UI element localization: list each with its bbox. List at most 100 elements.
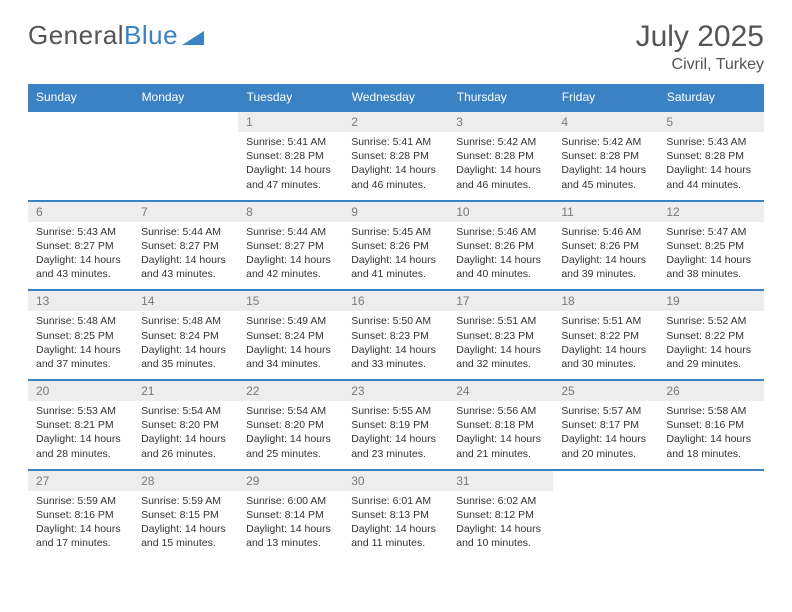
sunset-text: Sunset: 8:20 PM bbox=[141, 418, 230, 432]
daylight-text-1: Daylight: 14 hours bbox=[561, 343, 650, 357]
day-number: 31 bbox=[448, 471, 553, 491]
sunset-text: Sunset: 8:22 PM bbox=[561, 329, 650, 343]
daylight-text-2: and 33 minutes. bbox=[351, 357, 440, 371]
sunset-text: Sunset: 8:28 PM bbox=[561, 149, 650, 163]
logo-text-1: General bbox=[28, 20, 124, 51]
sunrise-text: Sunrise: 6:02 AM bbox=[456, 494, 545, 508]
daylight-text-1: Daylight: 14 hours bbox=[141, 343, 230, 357]
day-number: 14 bbox=[133, 291, 238, 311]
calendar-cell: 18Sunrise: 5:51 AMSunset: 8:22 PMDayligh… bbox=[553, 290, 658, 380]
calendar-cell: 10Sunrise: 5:46 AMSunset: 8:26 PMDayligh… bbox=[448, 201, 553, 291]
calendar-row: 27Sunrise: 5:59 AMSunset: 8:16 PMDayligh… bbox=[28, 470, 764, 559]
weekday-header: Thursday bbox=[448, 84, 553, 111]
day-info: Sunrise: 5:54 AMSunset: 8:20 PMDaylight:… bbox=[133, 401, 238, 469]
sunrise-text: Sunrise: 5:51 AM bbox=[456, 314, 545, 328]
calendar-row: 6Sunrise: 5:43 AMSunset: 8:27 PMDaylight… bbox=[28, 201, 764, 291]
day-info: Sunrise: 5:46 AMSunset: 8:26 PMDaylight:… bbox=[448, 222, 553, 290]
sunset-text: Sunset: 8:24 PM bbox=[246, 329, 335, 343]
day-number: 11 bbox=[553, 202, 658, 222]
header: GeneralBlue July 2025 Civril, Turkey bbox=[28, 20, 764, 74]
sunrise-text: Sunrise: 5:58 AM bbox=[666, 404, 755, 418]
calendar-cell: 26Sunrise: 5:58 AMSunset: 8:16 PMDayligh… bbox=[658, 380, 763, 470]
calendar-cell: 25Sunrise: 5:57 AMSunset: 8:17 PMDayligh… bbox=[553, 380, 658, 470]
sunrise-text: Sunrise: 5:56 AM bbox=[456, 404, 545, 418]
day-number: 27 bbox=[28, 471, 133, 491]
daylight-text-2: and 43 minutes. bbox=[36, 267, 125, 281]
day-number: 1 bbox=[238, 112, 343, 132]
sunset-text: Sunset: 8:27 PM bbox=[246, 239, 335, 253]
day-info: Sunrise: 5:59 AMSunset: 8:16 PMDaylight:… bbox=[28, 491, 133, 559]
sunrise-text: Sunrise: 5:59 AM bbox=[36, 494, 125, 508]
sunrise-text: Sunrise: 5:43 AM bbox=[36, 225, 125, 239]
daylight-text-2: and 29 minutes. bbox=[666, 357, 755, 371]
calendar-cell: 15Sunrise: 5:49 AMSunset: 8:24 PMDayligh… bbox=[238, 290, 343, 380]
daylight-text-1: Daylight: 14 hours bbox=[666, 163, 755, 177]
daylight-text-2: and 23 minutes. bbox=[351, 447, 440, 461]
day-info: Sunrise: 5:41 AMSunset: 8:28 PMDaylight:… bbox=[238, 132, 343, 200]
sunset-text: Sunset: 8:16 PM bbox=[666, 418, 755, 432]
sunrise-text: Sunrise: 5:48 AM bbox=[36, 314, 125, 328]
day-info: Sunrise: 5:42 AMSunset: 8:28 PMDaylight:… bbox=[553, 132, 658, 200]
day-number: 6 bbox=[28, 202, 133, 222]
sunrise-text: Sunrise: 5:44 AM bbox=[141, 225, 230, 239]
title-block: July 2025 Civril, Turkey bbox=[636, 20, 764, 74]
calendar-cell: 30Sunrise: 6:01 AMSunset: 8:13 PMDayligh… bbox=[343, 470, 448, 559]
daylight-text-2: and 17 minutes. bbox=[36, 536, 125, 550]
daylight-text-2: and 18 minutes. bbox=[666, 447, 755, 461]
daylight-text-1: Daylight: 14 hours bbox=[246, 432, 335, 446]
daylight-text-1: Daylight: 14 hours bbox=[141, 253, 230, 267]
day-info: Sunrise: 5:55 AMSunset: 8:19 PMDaylight:… bbox=[343, 401, 448, 469]
sunset-text: Sunset: 8:21 PM bbox=[36, 418, 125, 432]
daylight-text-1: Daylight: 14 hours bbox=[456, 163, 545, 177]
sunset-text: Sunset: 8:14 PM bbox=[246, 508, 335, 522]
daylight-text-1: Daylight: 14 hours bbox=[36, 522, 125, 536]
calendar-row: ..........1Sunrise: 5:41 AMSunset: 8:28 … bbox=[28, 111, 764, 201]
day-info: Sunrise: 5:54 AMSunset: 8:20 PMDaylight:… bbox=[238, 401, 343, 469]
calendar-table: Sunday Monday Tuesday Wednesday Thursday… bbox=[28, 84, 764, 558]
day-info: Sunrise: 5:48 AMSunset: 8:24 PMDaylight:… bbox=[133, 311, 238, 379]
sunset-text: Sunset: 8:23 PM bbox=[351, 329, 440, 343]
calendar-cell: 12Sunrise: 5:47 AMSunset: 8:25 PMDayligh… bbox=[658, 201, 763, 291]
day-info: Sunrise: 5:43 AMSunset: 8:27 PMDaylight:… bbox=[28, 222, 133, 290]
weekday-header: Wednesday bbox=[343, 84, 448, 111]
day-info: Sunrise: 5:43 AMSunset: 8:28 PMDaylight:… bbox=[658, 132, 763, 200]
sunrise-text: Sunrise: 5:41 AM bbox=[351, 135, 440, 149]
calendar-cell: ..... bbox=[658, 470, 763, 559]
day-info: Sunrise: 5:56 AMSunset: 8:18 PMDaylight:… bbox=[448, 401, 553, 469]
daylight-text-2: and 47 minutes. bbox=[246, 178, 335, 192]
day-info: Sunrise: 5:58 AMSunset: 8:16 PMDaylight:… bbox=[658, 401, 763, 469]
sunrise-text: Sunrise: 5:45 AM bbox=[351, 225, 440, 239]
daylight-text-1: Daylight: 14 hours bbox=[141, 432, 230, 446]
sunrise-text: Sunrise: 5:46 AM bbox=[561, 225, 650, 239]
daylight-text-1: Daylight: 14 hours bbox=[246, 253, 335, 267]
daylight-text-1: Daylight: 14 hours bbox=[36, 343, 125, 357]
calendar-cell: 22Sunrise: 5:54 AMSunset: 8:20 PMDayligh… bbox=[238, 380, 343, 470]
daylight-text-1: Daylight: 14 hours bbox=[141, 522, 230, 536]
sunrise-text: Sunrise: 5:43 AM bbox=[666, 135, 755, 149]
sunrise-text: Sunrise: 5:50 AM bbox=[351, 314, 440, 328]
calendar-cell: 16Sunrise: 5:50 AMSunset: 8:23 PMDayligh… bbox=[343, 290, 448, 380]
daylight-text-1: Daylight: 14 hours bbox=[351, 432, 440, 446]
sunrise-text: Sunrise: 5:49 AM bbox=[246, 314, 335, 328]
calendar-cell: ..... bbox=[553, 470, 658, 559]
sunset-text: Sunset: 8:27 PM bbox=[141, 239, 230, 253]
daylight-text-1: Daylight: 14 hours bbox=[246, 343, 335, 357]
day-number: 24 bbox=[448, 381, 553, 401]
day-info: Sunrise: 6:01 AMSunset: 8:13 PMDaylight:… bbox=[343, 491, 448, 559]
daylight-text-1: Daylight: 14 hours bbox=[351, 253, 440, 267]
calendar-cell: 6Sunrise: 5:43 AMSunset: 8:27 PMDaylight… bbox=[28, 201, 133, 291]
day-number: 21 bbox=[133, 381, 238, 401]
daylight-text-1: Daylight: 14 hours bbox=[561, 163, 650, 177]
calendar-cell: 19Sunrise: 5:52 AMSunset: 8:22 PMDayligh… bbox=[658, 290, 763, 380]
sunset-text: Sunset: 8:25 PM bbox=[36, 329, 125, 343]
calendar-cell: 31Sunrise: 6:02 AMSunset: 8:12 PMDayligh… bbox=[448, 470, 553, 559]
day-info: Sunrise: 5:49 AMSunset: 8:24 PMDaylight:… bbox=[238, 311, 343, 379]
day-number: 12 bbox=[658, 202, 763, 222]
day-number: 25 bbox=[553, 381, 658, 401]
sunset-text: Sunset: 8:13 PM bbox=[351, 508, 440, 522]
calendar-cell: 3Sunrise: 5:42 AMSunset: 8:28 PMDaylight… bbox=[448, 111, 553, 201]
day-info: Sunrise: 5:51 AMSunset: 8:22 PMDaylight:… bbox=[553, 311, 658, 379]
calendar-cell: 2Sunrise: 5:41 AMSunset: 8:28 PMDaylight… bbox=[343, 111, 448, 201]
day-number: 15 bbox=[238, 291, 343, 311]
day-info: Sunrise: 5:44 AMSunset: 8:27 PMDaylight:… bbox=[133, 222, 238, 290]
